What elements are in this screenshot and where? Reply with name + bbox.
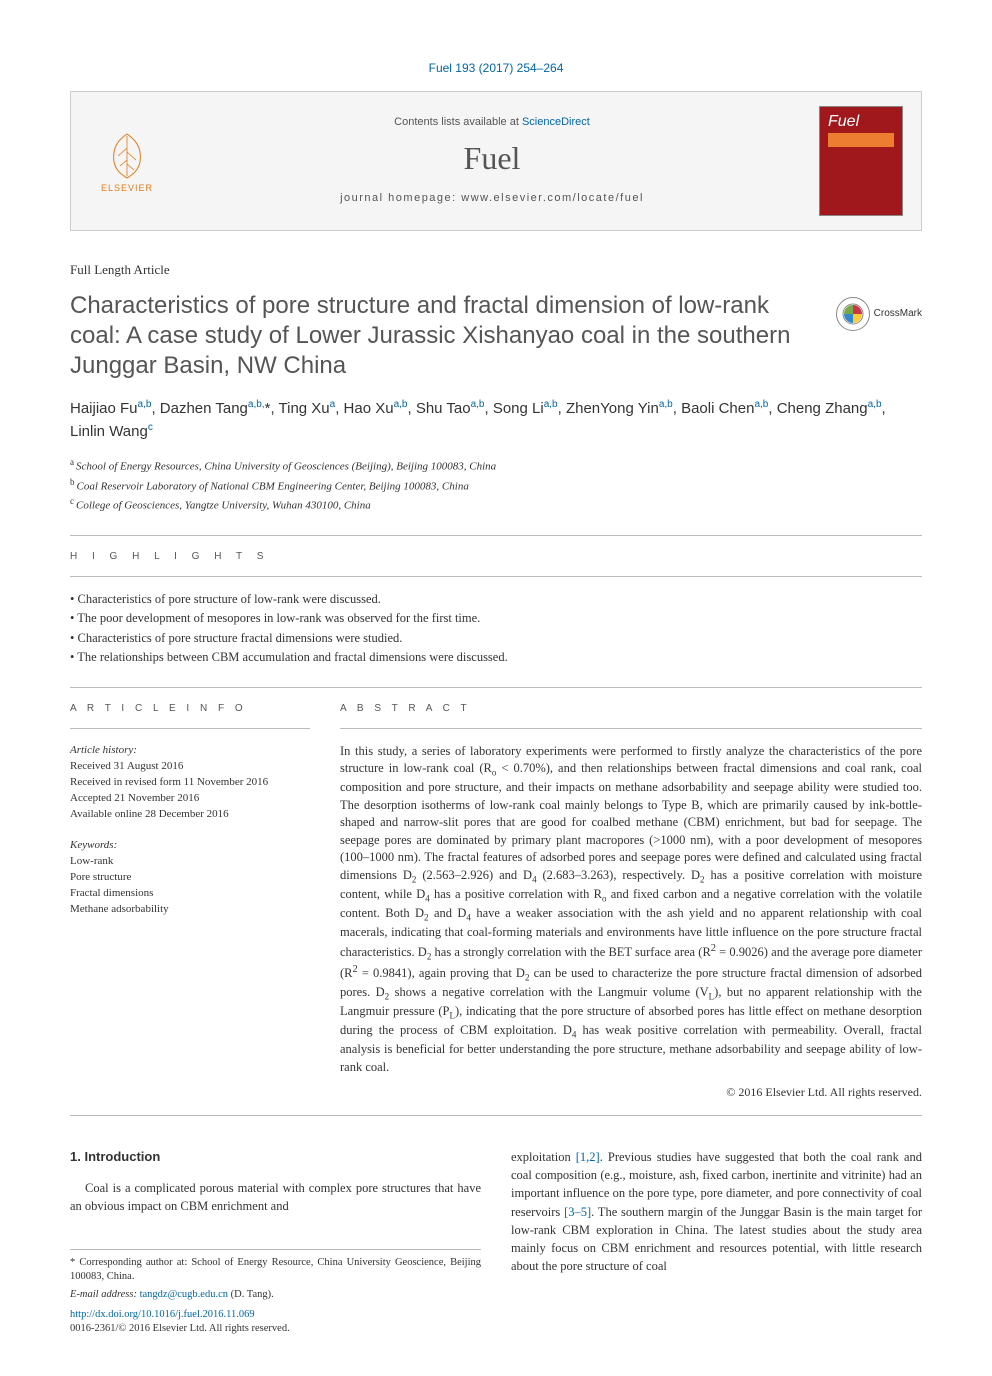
divider [70,535,922,536]
keyword: Low-rank [70,854,310,870]
corr-email-who: (D. Tang). [231,1289,274,1300]
highlight-item: The poor development of mesopores in low… [70,610,922,628]
divider [70,1115,922,1116]
author-list: Haijiao Fua,b, Dazhen Tanga,b,*, Ting Xu… [70,397,922,444]
copyright: © 2016 Elsevier Ltd. All rights reserved… [340,1084,922,1101]
affiliation-b: bCoal Reservoir Laboratory of National C… [70,476,922,496]
crossmark-widget[interactable]: CrossMark [836,297,922,331]
keywords-heading: Keywords: [70,838,310,854]
journal-cover[interactable]: Fuel [819,106,903,216]
history-accepted: Accepted 21 November 2016 [70,791,310,807]
abstract-label: A B S T R A C T [340,702,922,716]
corr-author-note: * Corresponding author at: School of Ene… [70,1256,481,1284]
contents-prefix: Contents lists available at [394,116,522,128]
issn-copyright: 0016-2361/© 2016 Elsevier Ltd. All right… [70,1322,481,1336]
highlights-label: H I G H L I G H T S [70,550,922,564]
article-type: Full Length Article [70,261,922,279]
journal-citation[interactable]: Fuel 193 (2017) 254–264 [70,60,922,77]
keyword: Methane adsorbability [70,902,310,918]
corr-email[interactable]: tangdz@cugb.edu.cn [140,1289,228,1300]
corr-email-line: E-mail address: tangdz@cugb.edu.cn (D. T… [70,1288,481,1302]
keywords-block: Keywords: Low-rank Pore structure Fracta… [70,838,310,918]
cover-title: Fuel [820,107,902,137]
crossmark-icon [836,297,870,331]
intro-para-2: exploitation [1,2]. Previous studies hav… [511,1148,922,1275]
intro-para-1: Coal is a complicated porous material wi… [70,1179,481,1215]
divider [70,728,310,729]
keyword: Pore structure [70,870,310,886]
article-info-label: A R T I C L E I N F O [70,702,310,716]
crossmark-label: CrossMark [874,307,922,321]
email-label: E-mail address: [70,1289,137,1300]
article-history: Article history: Received 31 August 2016… [70,743,310,823]
section-heading-intro: 1. Introduction [70,1148,481,1167]
journal-name: Fuel [185,136,799,181]
abstract-text: In this study, a series of laboratory ex… [340,743,922,1077]
publisher-label: ELSEVIER [101,182,153,195]
history-revised: Received in revised form 11 November 201… [70,775,310,791]
history-online: Available online 28 December 2016 [70,807,310,823]
highlight-item: Characteristics of pore structure of low… [70,591,922,609]
highlight-item: Characteristics of pore structure fracta… [70,630,922,648]
article-title: Characteristics of pore structure and fr… [70,291,816,381]
divider [70,576,922,577]
divider [70,687,922,688]
highlights-list: Characteristics of pore structure of low… [70,591,922,667]
keyword: Fractal dimensions [70,886,310,902]
divider [340,728,922,729]
body-two-column: 1. Introduction Coal is a complicated po… [70,1148,922,1336]
history-received: Received 31 August 2016 [70,759,310,775]
publisher-logo[interactable]: ELSEVIER [89,121,165,201]
highlight-item: The relationships between CBM accumulati… [70,649,922,667]
affiliations: aSchool of Energy Resources, China Unive… [70,456,922,515]
affiliation-c: cCollege of Geosciences, Yangtze Univers… [70,495,922,515]
affiliation-a: aSchool of Energy Resources, China Unive… [70,456,922,476]
history-heading: Article history: [70,743,310,759]
journal-homepage[interactable]: journal homepage: www.elsevier.com/locat… [185,191,799,206]
masthead: ELSEVIER Contents lists available at Sci… [70,91,922,231]
doi-link[interactable]: http://dx.doi.org/10.1016/j.fuel.2016.11… [70,1309,255,1320]
elsevier-tree-icon [104,128,150,180]
sciencedirect-link[interactable]: ScienceDirect [522,116,590,128]
contents-line: Contents lists available at ScienceDirec… [185,115,799,130]
